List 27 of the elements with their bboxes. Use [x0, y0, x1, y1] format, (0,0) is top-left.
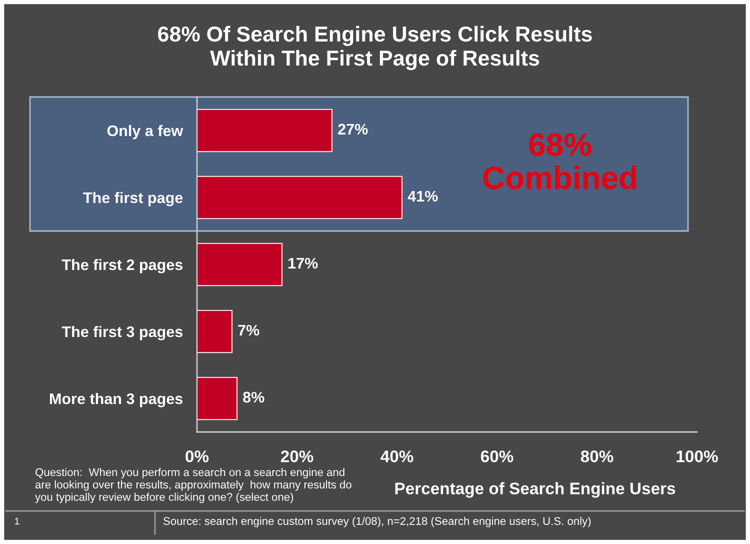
y-tick-label: More than 3 pages [50, 392, 182, 408]
bar [197, 376, 238, 420]
x-tick-label: 100% [676, 450, 718, 462]
bar [197, 176, 403, 220]
x-tick-label: 40% [380, 450, 414, 462]
y-tick-label: Only a few [107, 124, 184, 140]
bar [197, 242, 283, 286]
data-label: 17% [288, 258, 318, 269]
source-note: Source: search engine custom survey (1/08), n=2,218 (Search engine users, U.S. only) [164, 516, 591, 528]
data-label: 7% [238, 324, 260, 336]
data-label: 41% [408, 190, 438, 202]
text: Question: When you perform a search on a search engine and are looking over the results, approximately how many results do you typically review before clicking one? (select one) [35, 468, 352, 504]
bar [197, 310, 233, 354]
x-axis-title: Percentage of Search Engine Users [395, 482, 676, 498]
annotation: 68% Combined [483, 133, 636, 190]
data-label: 8% [243, 392, 264, 403]
text: 1 [15, 518, 20, 525]
x-tick-label: 80% [580, 450, 614, 462]
data-label: 27% [338, 124, 368, 135]
x-tick-label: 60% [480, 450, 514, 462]
y-tick-label: The first 3 pages [62, 326, 182, 340]
bar [197, 108, 333, 152]
y-tick-label: The first 2 pages [62, 258, 182, 274]
x-tick-label: 0% [186, 450, 209, 462]
chart-title: 68% Of Search Engine Users Click Results Within The First Page of Results [158, 26, 592, 70]
x-tick-label: 20% [280, 450, 314, 462]
y-tick-label: The first page [83, 192, 183, 206]
